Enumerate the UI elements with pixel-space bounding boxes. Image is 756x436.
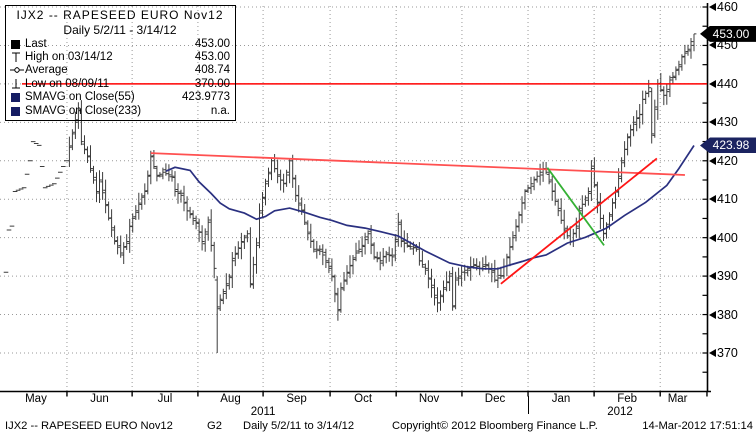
legend-box: IJX2 -- RAPESEED EURO Nov12 Daily 5/2/11…	[5, 5, 236, 122]
x-axis-month-label: May	[25, 393, 47, 405]
x-axis-month-label: Nov	[418, 393, 440, 405]
legend-row-value: 370.00	[194, 77, 230, 90]
y-axis-tick-label: 370	[709, 346, 738, 360]
x-axis-month-label: Jun	[90, 393, 109, 405]
tick-arrow-icon	[709, 233, 716, 242]
y-axis-tick-label: 450	[709, 38, 738, 52]
legend-row-label: Last	[25, 37, 47, 50]
footer-copyright: Copyright© 2012 Bloomberg Finance L.P.	[392, 420, 598, 432]
legend-row-value: n.a.	[210, 104, 230, 117]
sma-marker-icon	[10, 105, 25, 117]
tick-arrow-icon	[709, 272, 716, 281]
x-axis-month-label: Dec	[484, 393, 506, 405]
legend-rows: Last 453.00 High on 03/14/12 453.00 Average 4…	[10, 37, 230, 117]
y-tick-value: 420	[717, 153, 738, 168]
legend-row-label: Average	[25, 64, 68, 77]
tick-arrow-icon	[709, 41, 716, 50]
legend-row-label: SMAVG on Close(55)	[25, 91, 135, 104]
legend-title: IJX2 -- RAPESEED EURO Nov12	[16, 8, 224, 22]
price-bars	[3, 33, 697, 353]
y-axis-tick-label: 440	[709, 77, 738, 91]
legend-row-value: 453.00	[194, 37, 230, 50]
x-axis-month-label: Aug	[220, 393, 241, 405]
y-axis-tick-label: 460	[709, 0, 738, 14]
y-tick-value: 430	[717, 115, 738, 130]
y-axis-tick-label: 400	[709, 231, 738, 245]
y-tick-value: 460	[717, 0, 738, 14]
footer-timestamp: 14-Mar-2012 17:51:14	[642, 420, 753, 432]
trendline-short-downtrend-green	[546, 167, 605, 246]
tick-arrow-icon	[709, 195, 716, 204]
x-axis-month-label: Jan	[551, 393, 571, 405]
footer-chart-slot: G2	[207, 420, 222, 432]
y-axis-tick-label: 420	[709, 154, 738, 168]
y-tick-value: 400	[717, 230, 738, 245]
trendline-uptrend	[500, 157, 658, 285]
tick-arrow-icon	[709, 349, 716, 357]
footer-ticker: IJX2 -- RAPESEED EURO Nov12	[5, 420, 173, 432]
y-tick-value: 410	[717, 192, 738, 207]
x-axis-month-label: Mar	[667, 393, 688, 405]
legend-row: SMAVG on Close(55) 423.9773	[10, 91, 230, 104]
trendline-long-downtrend	[150, 152, 685, 176]
y-axis-tick-label: 410	[709, 192, 738, 206]
legend-row: SMAVG on Close(233) n.a.	[10, 104, 230, 117]
legend-row-label: High on 03/14/12	[25, 51, 113, 64]
x-axis-month-label: Oct	[354, 393, 373, 405]
footer-date-range: Daily 5/2/11 to 3/14/12	[243, 420, 355, 432]
legend-row-value: 408.74	[194, 64, 230, 77]
high-marker-icon	[10, 51, 25, 63]
y-tick-value: 370	[717, 346, 738, 360]
y-tick-value: 440	[717, 76, 738, 91]
legend-row: Last 453.00	[10, 37, 230, 50]
legend-row-label: Low on 08/09/11	[25, 77, 110, 90]
tick-arrow-icon	[709, 118, 716, 127]
y-tick-value: 380	[717, 307, 738, 322]
tick-arrow-icon	[709, 310, 716, 319]
tick-arrow-icon	[709, 3, 716, 11]
y-tick-value: 390	[717, 269, 738, 284]
sma55-line	[165, 145, 695, 270]
x-axis-month-label: Jul	[157, 393, 173, 405]
average-marker-icon	[10, 64, 25, 76]
legend-subtitle: Daily 5/2/11 - 3/14/12	[63, 23, 177, 37]
y-axis-tick-label: 430	[709, 115, 738, 129]
price-tag: 423.98	[700, 137, 756, 154]
y-tick-value: 450	[717, 38, 738, 53]
sma-marker-icon	[10, 91, 25, 103]
legend-row-value: 453.00	[194, 51, 230, 64]
x-axis-month-label: Feb	[617, 393, 638, 405]
x-axis-year-label: 2012	[607, 406, 633, 418]
y-axis-tick-label: 380	[709, 308, 738, 322]
price-chart-canvas	[0, 3, 711, 397]
y-axis-tick-label: 390	[709, 269, 738, 283]
low-marker-icon	[10, 78, 25, 90]
legend-row: Average 408.74	[10, 64, 230, 77]
price-tag: 453.00	[700, 25, 756, 42]
legend-row-value: 423.9773	[182, 91, 230, 104]
legend-row-label: SMAVG on Close(233)	[25, 104, 142, 117]
year-separator-tick	[528, 396, 530, 414]
legend-row: Low on 08/09/11 370.00	[10, 77, 230, 90]
footer-bar: IJX2 -- RAPESEED EURO Nov12 G2 Daily 5/2…	[0, 420, 756, 436]
x-axis-year-label: 2011	[250, 406, 276, 418]
last-marker-icon	[10, 38, 25, 50]
x-axis-month-label: Sep	[286, 393, 307, 405]
tick-arrow-icon	[709, 156, 716, 165]
tick-arrow-icon	[709, 79, 716, 88]
legend-row: High on 03/14/12 453.00	[10, 50, 230, 63]
